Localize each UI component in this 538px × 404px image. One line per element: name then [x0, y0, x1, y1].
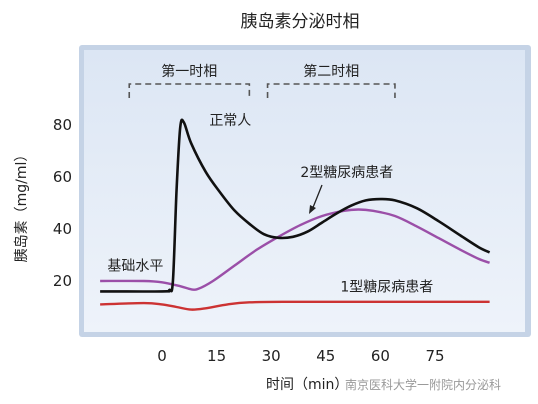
annotation-arrow	[311, 184, 323, 211]
x-tick-label: 60	[371, 347, 390, 365]
watermark: 南京医科大学一附院内分泌科	[345, 377, 501, 392]
phase-label: 第一时相	[161, 63, 217, 80]
y-tick-label: 40	[53, 220, 72, 238]
annotations: 正常人 2型糖尿病患者 1型糖尿病患者 基础水平	[107, 113, 433, 295]
y-tick-label: 60	[53, 168, 72, 186]
x-tick-label: 30	[262, 347, 281, 365]
x-tick-label: 45	[316, 347, 335, 365]
series-lines	[100, 118, 491, 311]
phase-label: 第二时相	[303, 63, 359, 80]
x-tick-label: 0	[157, 347, 167, 365]
x-tick-label: 75	[425, 347, 444, 365]
x-axis-label: 时间（min）	[266, 377, 348, 393]
annotation-label: 基础水平	[107, 258, 163, 275]
y-tick-label: 80	[53, 116, 72, 134]
phase-bracket	[128, 83, 251, 98]
annotation-label: 2型糖尿病患者	[300, 165, 393, 181]
chart-title: 胰岛素分泌时相	[241, 12, 360, 32]
series-line	[100, 300, 490, 311]
annotation-arrowhead	[309, 205, 316, 214]
plot-area	[84, 50, 525, 332]
y-axis-label: 胰岛素（mg/ml）	[14, 148, 30, 263]
phase-brackets: 第一时相 第二时相	[128, 63, 396, 98]
x-tick-label: 15	[207, 347, 226, 365]
y-axis: 20 40 60 80	[53, 116, 72, 290]
x-axis: 0 15 30 45 60 75	[157, 347, 444, 365]
y-tick-label: 20	[53, 272, 72, 290]
annotation-label: 正常人	[209, 113, 251, 129]
series-line	[100, 208, 491, 291]
annotation-label: 1型糖尿病患者	[340, 279, 433, 295]
series-line	[100, 118, 491, 293]
